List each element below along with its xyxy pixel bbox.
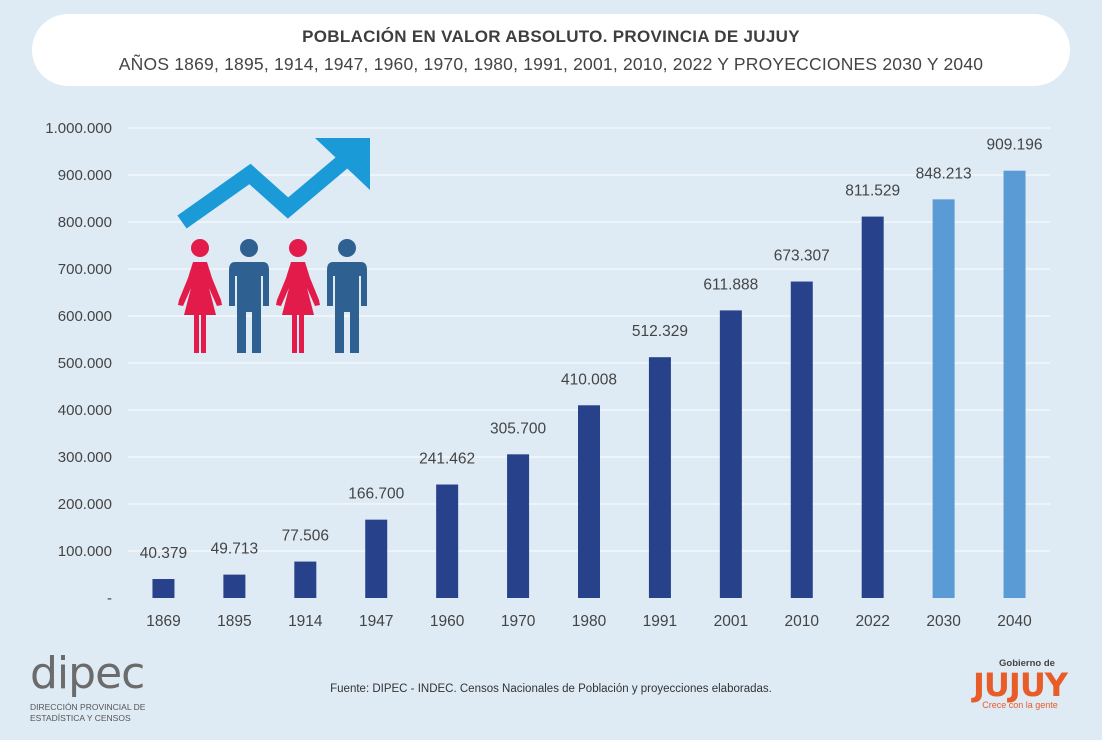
bar-1895: [223, 574, 246, 598]
bar-1991: [648, 357, 671, 598]
y-tick-label: 900.000: [58, 167, 112, 184]
x-tick-label-2001: 2001: [714, 613, 748, 630]
gov-logo-tagline: Crece con la gente: [982, 700, 1058, 710]
bar-1869: [152, 579, 175, 598]
bar-2030: [932, 199, 955, 598]
dipec-logo: dipec Dirección Provincial de Estadístic…: [30, 652, 190, 728]
y-tick-label: 500.000: [58, 355, 112, 372]
bars: [152, 170, 1026, 599]
chart-subtitle: AÑOS 1869, 1895, 1914, 1947, 1960, 1970,…: [118, 54, 984, 74]
man-icon: [229, 239, 269, 353]
y-tick-label: -: [107, 590, 112, 607]
x-tick-label-2040: 2040: [997, 613, 1032, 630]
x-tick-label-1869: 1869: [146, 613, 180, 630]
value-label-2010: 673.307: [774, 248, 830, 265]
bar-chart: - 100.000 200.000 300.000 400.000 500.000 600.…: [45, 120, 1050, 630]
y-tick-label: 400.000: [58, 402, 112, 419]
bar-1947: [365, 519, 388, 598]
bar-1970: [507, 454, 530, 598]
x-tick-label-2010: 2010: [785, 613, 820, 630]
bar-1980: [578, 405, 600, 598]
dipec-caption-line1: Dirección Provincial de: [30, 702, 146, 712]
value-label-1947: 166.700: [348, 486, 404, 503]
chart-title: POBLACIÓN EN VALOR ABSOLUTO. PROVINCIA D…: [302, 27, 800, 46]
value-label-1895: 49.713: [211, 541, 258, 558]
gobierno-jujuy-logo: Gobierno de JUJUY Crece con la gente: [960, 658, 1080, 718]
value-label-1869: 40.379: [140, 545, 187, 562]
gov-logo-word: JUJUY: [973, 666, 1068, 704]
y-tick-label: 300.000: [58, 449, 112, 466]
woman-icon: [276, 239, 320, 353]
gov-logo-top: Gobierno de: [999, 658, 1055, 669]
y-tick-label: 100.000: [58, 543, 112, 560]
x-tick-label-2022: 2022: [855, 613, 889, 630]
x-tick-label-1947: 1947: [359, 613, 393, 630]
bar-2022: [861, 216, 884, 599]
bar-2001: [719, 310, 742, 598]
bar-1914: [294, 561, 317, 598]
bar-2010: [790, 281, 813, 598]
y-tick-label: 800.000: [58, 214, 112, 231]
man-icon: [327, 239, 367, 353]
value-label-1991: 512.329: [632, 323, 688, 340]
dipec-logo-word: dipec: [30, 652, 145, 696]
dipec-logo-caption: Dirección Provincial de Estadística y Ce…: [30, 702, 145, 724]
woman-icon: [178, 239, 222, 353]
bar-1960: [436, 484, 459, 598]
x-tick-label-1895: 1895: [217, 613, 251, 630]
title-banner: POBLACIÓN EN VALOR ABSOLUTO. PROVINCIA D…: [32, 14, 1070, 86]
x-tick-label-2030: 2030: [926, 613, 961, 630]
y-tick-label: 600.000: [58, 308, 112, 325]
value-label-2040: 909.196: [987, 137, 1043, 154]
value-labels: 40.379 49.713 77.506 166.700 241.462 305.700 4…: [140, 137, 1043, 562]
dipec-caption-line2: Estadística y Censos: [30, 713, 131, 723]
x-tick-label-1970: 1970: [501, 613, 536, 630]
y-tick-label: 700.000: [58, 261, 112, 278]
x-tick-label-1914: 1914: [288, 613, 323, 630]
value-label-2030: 848.213: [916, 165, 972, 182]
x-tick-label-1980: 1980: [572, 613, 607, 630]
bar-2040: [1003, 170, 1026, 598]
y-axis-ticks: - 100.000 200.000 300.000 400.000 500.000 600.…: [45, 120, 112, 607]
x-tick-label-1991: 1991: [643, 613, 677, 630]
value-label-1960: 241.462: [419, 451, 475, 468]
value-label-2022: 811.529: [845, 183, 900, 200]
trend-arrow-icon: [177, 138, 370, 229]
y-tick-label: 200.000: [58, 496, 112, 513]
value-label-2001: 611.888: [703, 276, 758, 293]
y-tick-label: 1.000.000: [45, 120, 112, 137]
value-label-1914: 77.506: [282, 528, 329, 545]
x-tick-label-1960: 1960: [430, 613, 465, 630]
source-note: Fuente: DIPEC - INDEC. Censos Nacionales…: [330, 683, 772, 695]
value-label-1980: 410.008: [561, 371, 617, 388]
dipec-logo-text: dipec: [30, 648, 145, 699]
value-label-1970: 305.700: [490, 420, 546, 437]
x-axis-ticks: 1869 1895 1914 1947 1960 1970 1980 1991 2001 2010…: [146, 613, 1032, 630]
